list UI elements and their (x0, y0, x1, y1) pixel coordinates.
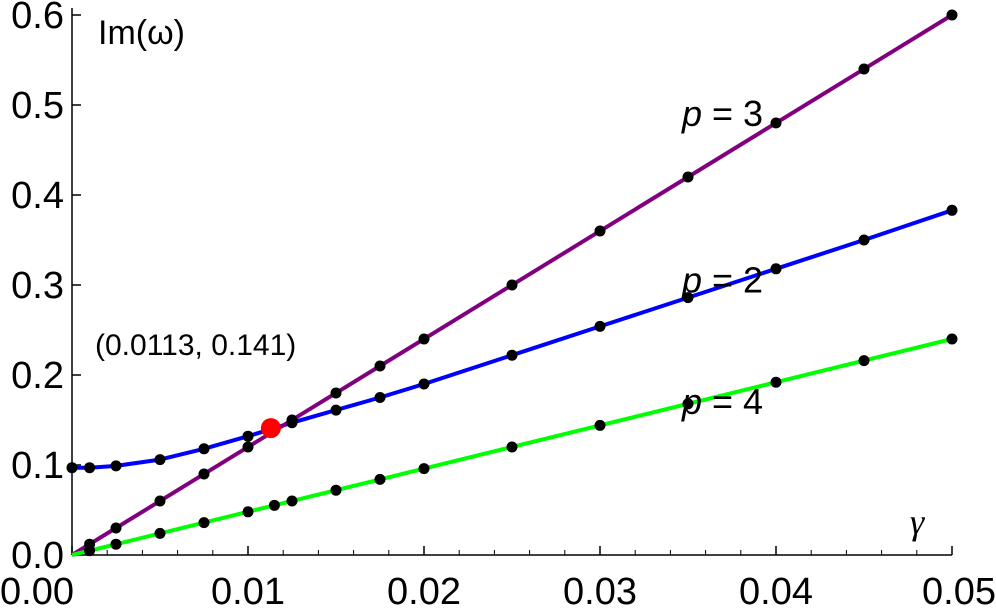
intersection-label: (0.0113, 0.141) (95, 329, 296, 362)
x-tick-label: 0.05 (922, 571, 996, 611)
series-points (66, 9, 958, 557)
y-tick-label: 0.2 (11, 355, 64, 397)
data-point (110, 522, 122, 534)
data-point (330, 387, 342, 399)
data-point (770, 117, 782, 129)
data-point (154, 527, 166, 539)
data-point (198, 468, 210, 480)
y-axis-label: Im(ω) (98, 14, 185, 52)
data-point (682, 171, 694, 183)
data-point (418, 333, 430, 345)
data-point (110, 538, 122, 550)
data-point (154, 495, 166, 507)
data-point (154, 454, 166, 466)
data-point (594, 320, 606, 332)
data-point (506, 349, 518, 361)
y-tick-label: 0.5 (11, 85, 64, 127)
x-tick-label: 0.03 (563, 571, 637, 611)
data-point (268, 499, 280, 511)
data-point (242, 506, 254, 518)
data-point (858, 63, 870, 75)
data-point (242, 441, 254, 453)
data-point (858, 234, 870, 246)
x-tick-label: 0.04 (739, 571, 813, 611)
data-point (946, 333, 958, 345)
y-tick-label: 0.6 (11, 0, 64, 37)
x-axis-label: γ (910, 502, 925, 542)
data-point (682, 292, 694, 304)
data-point (84, 462, 96, 474)
data-point (286, 495, 298, 507)
y-tick-label: 0.3 (11, 265, 64, 307)
data-point (330, 484, 342, 496)
data-point (418, 378, 430, 390)
x-tick-label: 0.00 (0, 571, 74, 611)
intersection-point (260, 418, 281, 439)
data-point (66, 462, 78, 474)
data-point (374, 360, 386, 372)
data-point (682, 398, 694, 410)
data-point (858, 355, 870, 367)
data-point (946, 204, 958, 216)
data-point (110, 460, 122, 472)
data-point (330, 404, 342, 416)
y-tick-label: 0.1 (11, 445, 64, 487)
data-point (594, 419, 606, 431)
y-tick-label: 0.4 (11, 175, 64, 217)
y-tick-label: 0.0 (11, 535, 64, 577)
data-point (198, 443, 210, 455)
data-point (374, 392, 386, 403)
data-point (374, 473, 386, 485)
data-point (770, 263, 782, 275)
data-point (242, 430, 254, 442)
series-label: p = 3 (681, 93, 763, 134)
x-tick-label: 0.01 (211, 571, 285, 611)
data-point (286, 414, 298, 426)
data-point (770, 376, 782, 388)
labels: Im(ω) γ p = 2 p = 3 p = 4 (0.0113, 0.141) (95, 14, 925, 542)
data-point (594, 225, 606, 237)
data-point (506, 279, 518, 291)
data-point (506, 441, 518, 453)
data-point (946, 9, 958, 21)
series-line-1 (72, 208, 953, 470)
series-label: p = 4 (681, 381, 763, 422)
series-label: p = 2 (681, 260, 763, 301)
data-point (418, 463, 430, 475)
data-point (198, 517, 210, 529)
x-tick-label: 0.02 (387, 571, 461, 611)
data-point (84, 545, 96, 557)
